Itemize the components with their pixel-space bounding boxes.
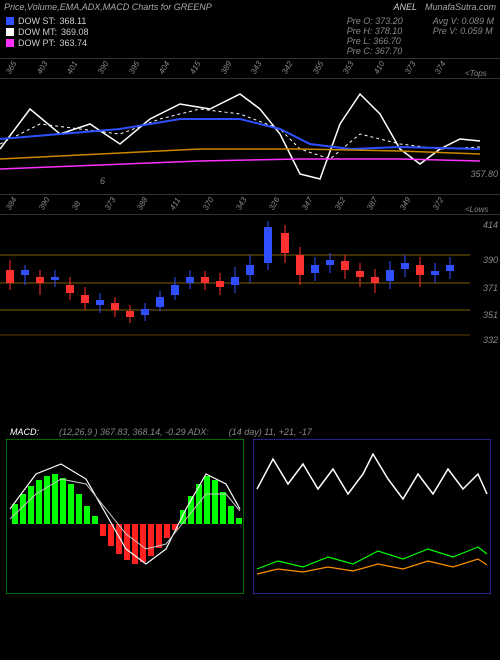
svg-text:6: 6 <box>100 176 105 186</box>
dow-pt-swatch <box>6 39 14 47</box>
info-bar: DOW ST: 368.11 DOW MT: 369.08 DOW PT: 36… <box>0 14 500 58</box>
dow-st-value: 368.11 <box>60 16 87 26</box>
adx-panel <box>253 439 494 594</box>
chart-header: Price,Volume,EMA,ADX,MACD Charts for GRE… <box>0 0 500 14</box>
title-suffix: ANEL <box>393 2 417 12</box>
candle-panel: 414390371351332 <box>0 214 500 345</box>
stats-volume: Avg V: 0.089 MPre V: 0.059 M <box>433 16 494 56</box>
dow-mt-value: 369.08 <box>61 27 89 37</box>
ema-chart: 6 <box>0 79 480 194</box>
mid-ticks: 3843903837338841137034332634735238734937… <box>0 195 500 214</box>
macd-label: MACD: <box>10 427 39 437</box>
dow-column: DOW ST: 368.11 DOW MT: 369.08 DOW PT: 36… <box>6 16 136 56</box>
macd-panel <box>6 439 247 594</box>
ema-panel: 6 357.80 <box>0 78 500 194</box>
mid-ticks-row: 3843903837338841137034332634735238734937… <box>0 194 500 214</box>
dow-st-swatch <box>6 17 14 25</box>
dow-st-label: DOW ST: <box>18 16 56 26</box>
dow-mt-swatch <box>6 28 14 36</box>
indicator-header: MACD: (12,26,9 ) 367.83, 368.14, -0.29 A… <box>0 425 500 439</box>
dow-pt-value: 363.74 <box>60 38 88 48</box>
adx-chart <box>253 439 491 594</box>
dow-mt-label: DOW MT: <box>18 27 57 37</box>
ema-right-label: 357.80 <box>470 169 498 179</box>
chart-title: Price,Volume,EMA,ADX,MACD Charts for GRE… <box>4 2 393 12</box>
top-ticks: 3654034013903954044153893433423553534103… <box>0 59 500 78</box>
dow-mt: DOW MT: 369.08 <box>6 27 136 37</box>
candle-chart <box>0 215 480 345</box>
adx-values: (14 day) 11, +21, -17 <box>229 427 312 437</box>
stats-column: Pre O: 373.20Pre H: 378.10Pre L: 366.70P… <box>347 16 494 56</box>
dow-pt: DOW PT: 363.74 <box>6 38 136 48</box>
macd-chart <box>6 439 244 594</box>
site-credit: MunafaSutra.com <box>425 2 496 12</box>
dow-pt-label: DOW PT: <box>18 38 56 48</box>
macd-values: (12,26,9 ) 367.83, 368.14, -0.29 ADX: <box>59 427 209 437</box>
spacer <box>0 345 500 425</box>
title-prefix: Price,Volume,EMA,ADX,MACD Charts for GRE… <box>4 2 212 12</box>
top-ticks-row: 3654034013903954044153893433423553534103… <box>0 58 500 78</box>
bottom-panels <box>0 439 500 594</box>
dow-st: DOW ST: 368.11 <box>6 16 136 26</box>
stats-ohlc: Pre O: 373.20Pre H: 378.10Pre L: 366.70P… <box>347 16 403 56</box>
